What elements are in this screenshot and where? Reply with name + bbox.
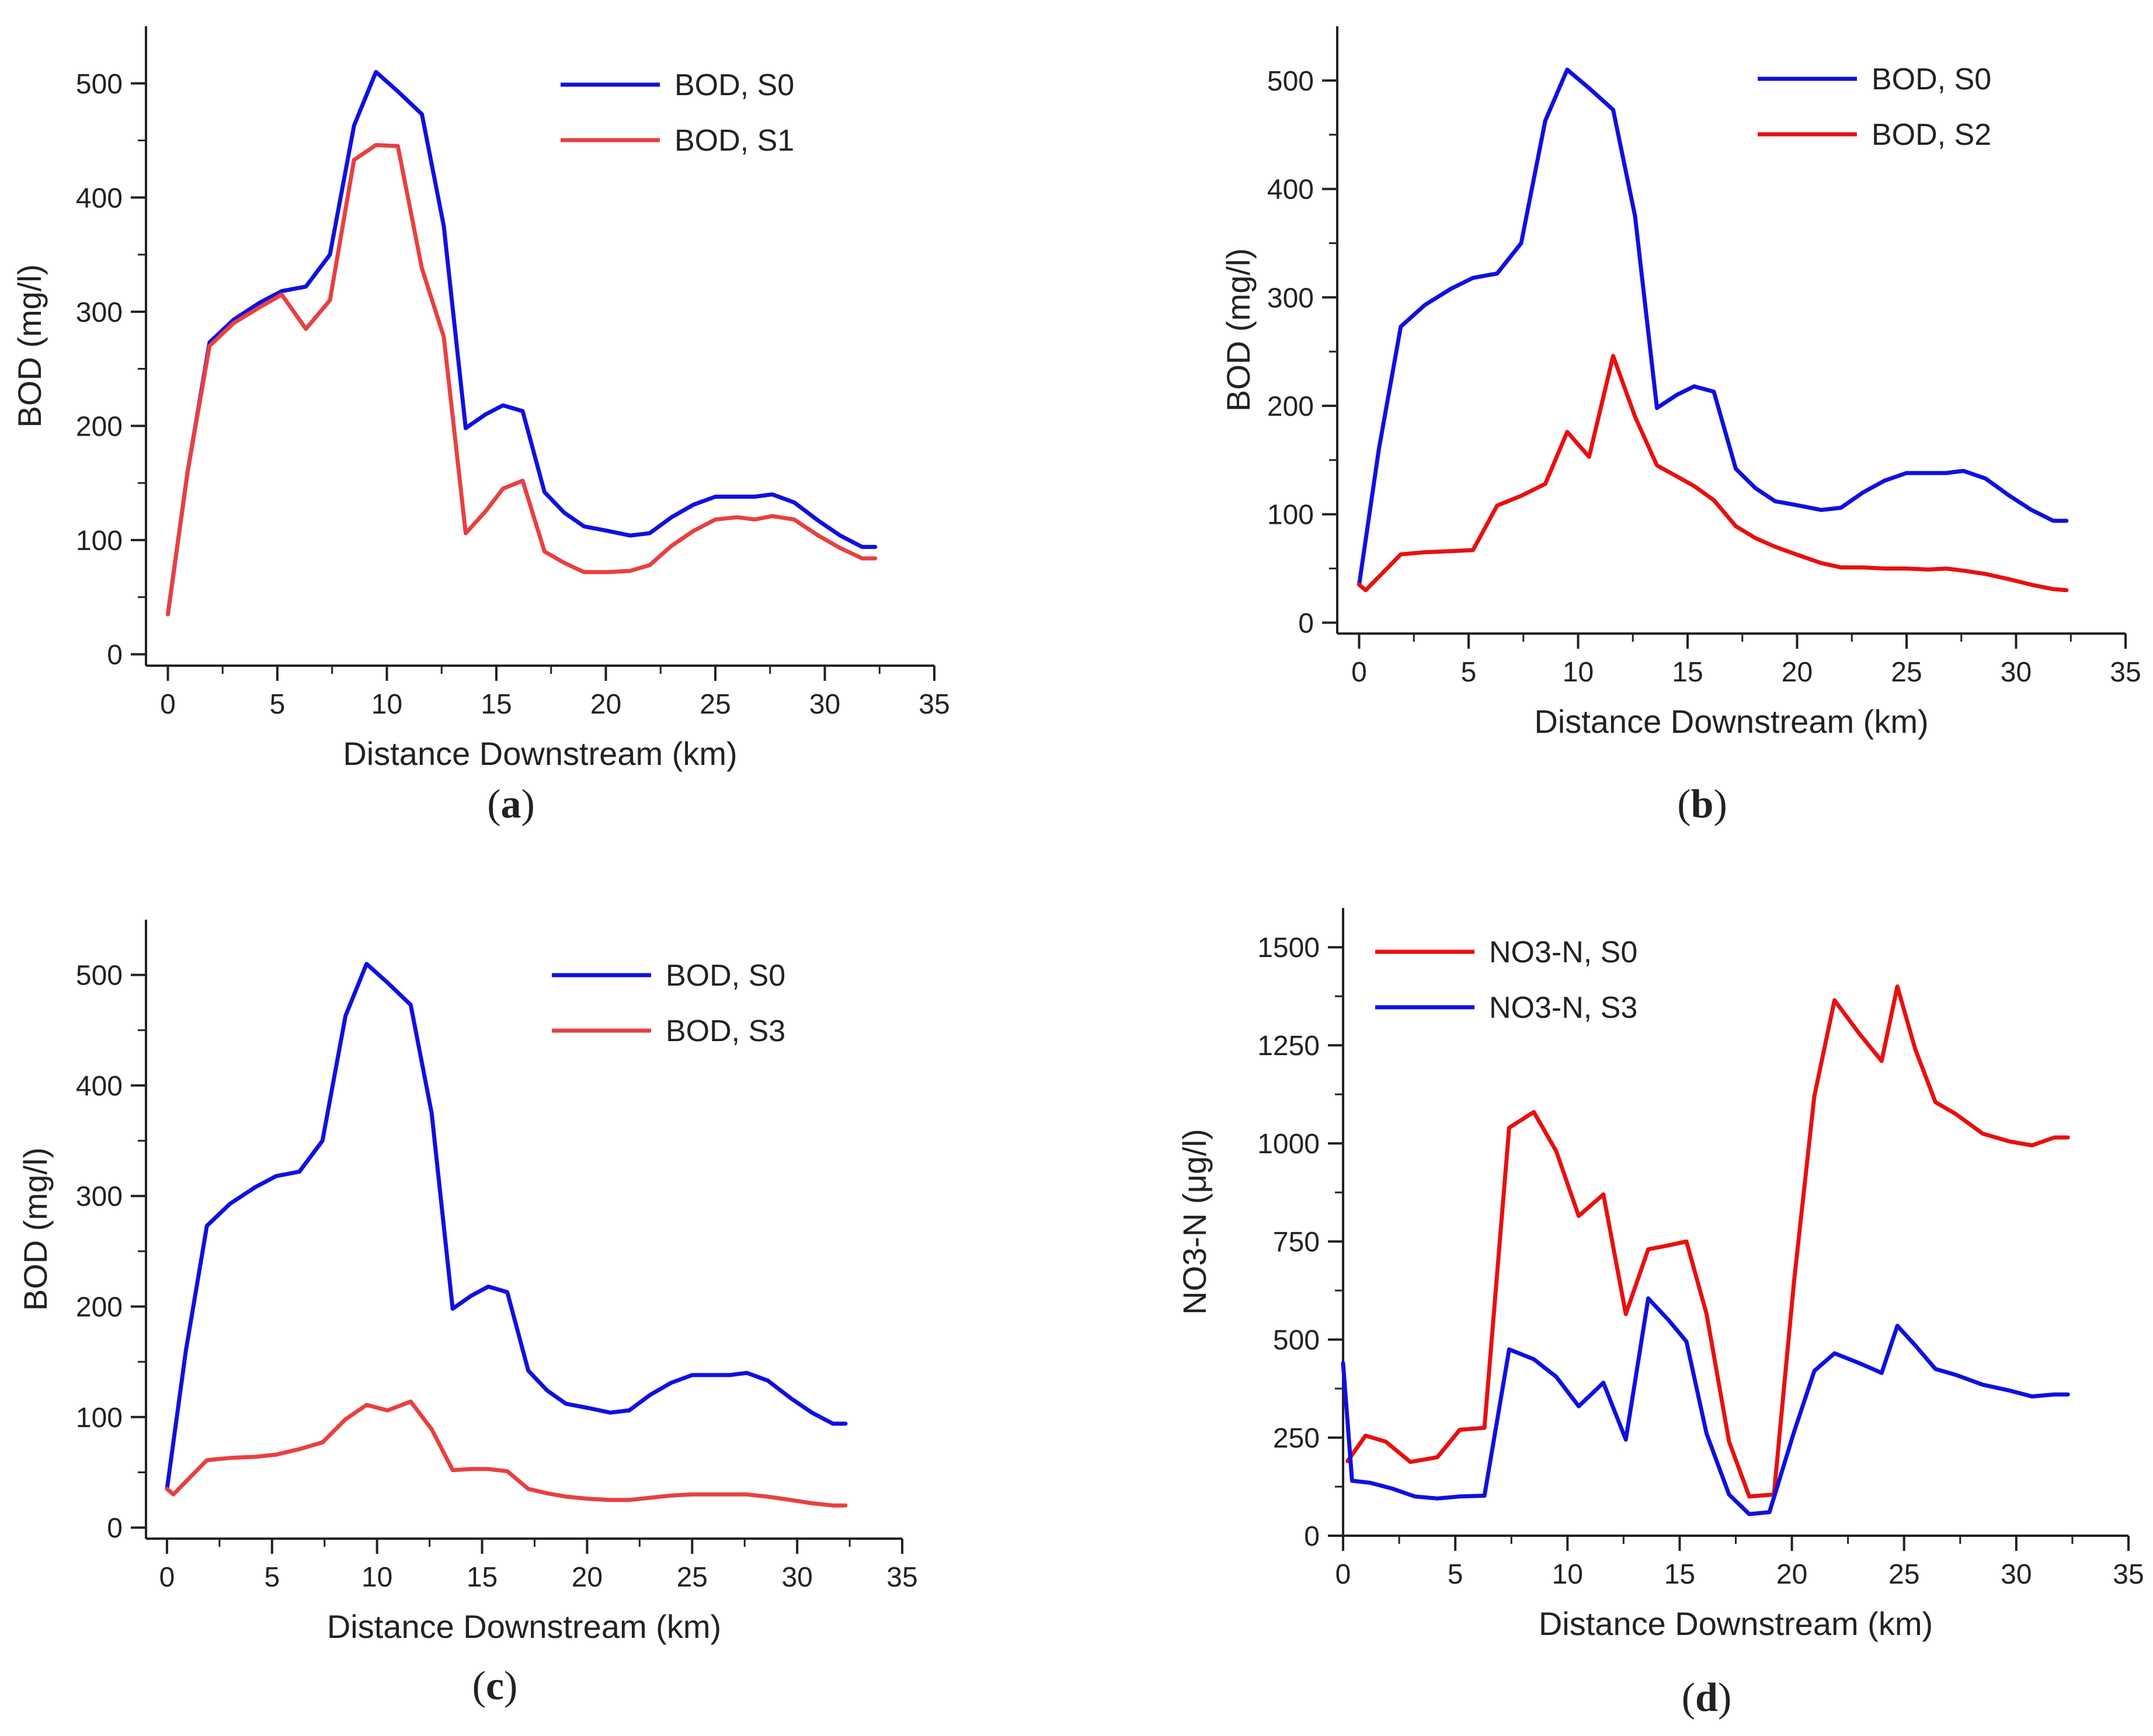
x-tick-label: 30 [809,689,840,720]
y-tick-label: 100 [76,526,123,556]
y-tick-label: 400 [76,183,123,214]
x-tick-label: 20 [590,689,621,720]
x-tick-label: 25 [700,689,731,720]
legend-label: BOD, S0 [674,68,794,102]
y-tick-label: 1500 [1257,933,1320,963]
x-tick-label: 30 [2001,1559,2032,1590]
x-axis-title: Distance Downstream (km) [1539,1605,1933,1642]
y-tick-label: 500 [76,69,123,100]
y-axis-title: NO3-N (μg/l) [1176,1129,1213,1315]
legend-label: BOD, S1 [674,124,794,158]
y-tick-label: 100 [1267,500,1314,531]
y-tick-label: 300 [1267,283,1314,314]
y-tick-label: 500 [76,961,123,991]
series-line-bod-s0 [1357,67,2069,587]
y-tick-label: 0 [1298,608,1314,639]
chart-panel-d: 0 5 10 15 20 25 30 35 0 250 500 750 1000 1250 1500 Dist… [1176,908,2144,1720]
y-tick-label: 1000 [1257,1129,1320,1160]
legend-label: BOD, S2 [1872,118,1991,152]
x-tick-label: 30 [781,1562,812,1593]
y-tick-label: 0 [107,1513,123,1544]
x-tick-label: 20 [1782,657,1813,688]
x-tick-label: 25 [1891,657,1922,688]
x-tick-label: 5 [1461,657,1477,688]
y-axis-title: BOD (mg/l) [17,1147,54,1311]
series-line-bod-s1 [166,142,878,617]
y-axis-title: BOD (mg/l) [1220,248,1257,412]
panel-label: (d) [1682,1675,1732,1720]
legend-label: BOD, S0 [666,959,785,993]
y-tick-label: 200 [76,411,123,442]
x-tick-label: 5 [270,689,286,720]
legend-label: BOD, S3 [666,1014,785,1048]
x-tick-label: 35 [2113,1559,2144,1590]
x-tick-label: 0 [159,1562,175,1593]
x-tick-label: 25 [1888,1559,1919,1590]
panel-label: (a) [487,782,535,827]
panel-label: (b) [1677,782,1727,827]
x-tick-label: 15 [481,689,512,720]
x-tick-label: 10 [1563,657,1594,688]
y-tick-label: 0 [1304,1521,1320,1552]
series-line-no3-n-s0 [1345,984,2070,1499]
y-tick-label: 100 [76,1403,123,1434]
x-tick-label: 10 [361,1562,392,1593]
x-tick-label: 15 [467,1562,498,1593]
series-line-bod-s3 [165,1399,848,1508]
legend-label: BOD, S0 [1872,62,1991,96]
y-axis-title: BOD (mg/l) [11,265,48,428]
legend-label: NO3-N, S0 [1489,935,1637,969]
y-tick-label: 250 [1273,1423,1320,1454]
x-axis-title: Distance Downstream (km) [1534,703,1928,740]
x-tick-label: 30 [2001,657,2032,688]
x-tick-label: 10 [371,689,402,720]
y-tick-label: 1250 [1257,1031,1320,1062]
y-tick-label: 300 [76,297,123,328]
x-tick-label: 0 [1335,1559,1351,1590]
x-tick-label: 35 [886,1562,917,1593]
y-tick-label: 200 [76,1292,123,1323]
y-tick-label: 0 [107,639,123,670]
x-axis-title: Distance Downstream (km) [327,1608,721,1645]
x-tick-label: 20 [1776,1559,1807,1590]
y-tick-label: 400 [1267,175,1314,206]
y-tick-label: 200 [1267,391,1314,422]
panel-label: (c) [472,1664,518,1709]
series-line-no3-n-s3 [1341,1296,2070,1516]
y-tick-label: 300 [76,1181,123,1212]
x-tick-label: 0 [1351,657,1367,688]
chart-panel-b: 0 5 10 15 20 25 30 35 0 100 200 300 400 500 Distance D… [1220,26,2141,827]
x-tick-label: 5 [1448,1559,1463,1590]
chart-panel-c: 0 5 10 15 20 25 30 35 0 100 200 300 400 500 Distance D… [17,920,918,1709]
x-tick-label: 15 [1672,657,1703,688]
x-tick-label: 35 [2110,657,2141,688]
series-line-bod-s2 [1357,354,2069,593]
x-tick-label: 0 [160,689,176,720]
series-line-bod-s0 [165,962,848,1491]
series-line-bod-s0 [166,69,878,617]
x-tick-label: 10 [1552,1559,1583,1590]
x-axis-title: Distance Downstream (km) [343,735,737,772]
x-tick-label: 15 [1664,1559,1695,1590]
chart-panel-a: 0 5 10 15 20 25 30 35 0 100 200 300 400 500 Distance D… [11,26,950,827]
y-tick-label: 500 [1273,1325,1320,1356]
x-tick-label: 25 [677,1562,708,1593]
y-tick-label: 400 [76,1071,123,1102]
legend-label: NO3-N, S3 [1489,991,1637,1025]
y-tick-label: 750 [1273,1227,1320,1258]
x-tick-label: 35 [919,689,949,720]
x-tick-label: 5 [264,1562,280,1593]
y-tick-label: 500 [1267,66,1314,97]
x-tick-label: 20 [572,1562,603,1593]
